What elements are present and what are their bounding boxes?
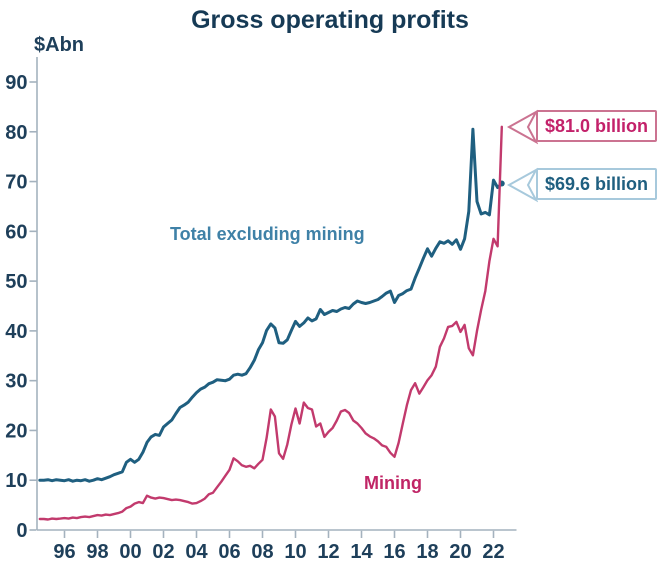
y-axis-unit-label: $Abn (34, 34, 84, 56)
svg-text:80: 80 (5, 122, 27, 144)
svg-text:20: 20 (449, 541, 471, 563)
svg-text:18: 18 (416, 541, 438, 563)
svg-text:08: 08 (251, 541, 273, 563)
total-final-value-callout: $69.6 billion (536, 168, 658, 200)
series-label-total-excluding-mining: Total excluding mining (170, 224, 365, 244)
svg-text:20: 20 (5, 420, 27, 442)
svg-text:10: 10 (5, 470, 27, 492)
svg-text:70: 70 (5, 172, 27, 194)
svg-text:00: 00 (119, 541, 141, 563)
svg-text:90: 90 (5, 72, 27, 94)
svg-text:06: 06 (218, 541, 240, 563)
series-label-mining: Mining (364, 473, 422, 493)
svg-text:12: 12 (317, 541, 339, 563)
svg-text:60: 60 (5, 221, 27, 243)
svg-text:14: 14 (350, 541, 373, 563)
chart-title: Gross operating profits (191, 6, 469, 34)
svg-text:22: 22 (482, 541, 504, 563)
svg-text:40: 40 (5, 321, 27, 343)
svg-text:50: 50 (5, 271, 27, 293)
mining-final-value-callout: $81.0 billion (536, 110, 658, 142)
svg-text:0: 0 (16, 520, 27, 542)
mining-callout-arrow-icon (506, 109, 538, 145)
svg-text:98: 98 (86, 541, 108, 563)
total-callout-arrow-icon (506, 167, 538, 203)
svg-text:10: 10 (284, 541, 306, 563)
svg-text:30: 30 (5, 371, 27, 393)
svg-text:96: 96 (53, 541, 75, 563)
svg-text:16: 16 (383, 541, 405, 563)
svg-text:04: 04 (185, 541, 208, 563)
svg-text:02: 02 (152, 541, 174, 563)
